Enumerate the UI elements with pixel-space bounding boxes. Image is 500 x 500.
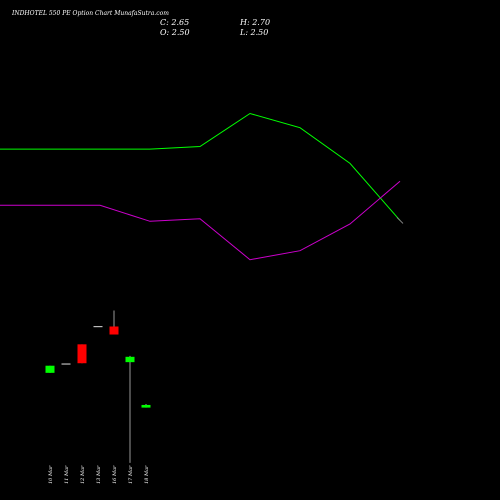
open-value: O: 2.50 xyxy=(160,28,190,37)
candle-body xyxy=(45,365,55,373)
candles-group xyxy=(45,310,151,463)
close-value: C: 2.65 xyxy=(160,18,190,27)
lower-band-line xyxy=(0,180,401,261)
date-label: 18 Mar xyxy=(144,465,150,484)
low-value: L: 2.50 xyxy=(240,28,269,37)
candle-body xyxy=(93,326,103,328)
candle-body xyxy=(61,363,71,365)
date-label: 13 Mar xyxy=(96,465,102,484)
date-label: 17 Mar xyxy=(128,465,134,484)
high-value: H: 2.70 xyxy=(240,18,271,27)
date-label: 16 Mar xyxy=(112,465,118,484)
candle-body xyxy=(109,326,119,335)
date-labels: 10 Mar 11 Mar 12 Mar 13 Mar 16 Mar 17 Mar 18 M… xyxy=(48,465,150,484)
candle-body xyxy=(125,356,135,363)
upper-band-line xyxy=(0,112,401,221)
candle-body xyxy=(141,404,151,408)
date-label: 10 Mar xyxy=(48,465,54,484)
date-label: 12 Mar xyxy=(80,465,86,484)
band-tip-mark xyxy=(396,217,404,224)
chart-title: INDHOTEL 550 PE Option Chart MunafaSutra… xyxy=(12,10,169,17)
date-label: 11 Mar xyxy=(64,465,70,484)
candle-body xyxy=(77,344,87,364)
